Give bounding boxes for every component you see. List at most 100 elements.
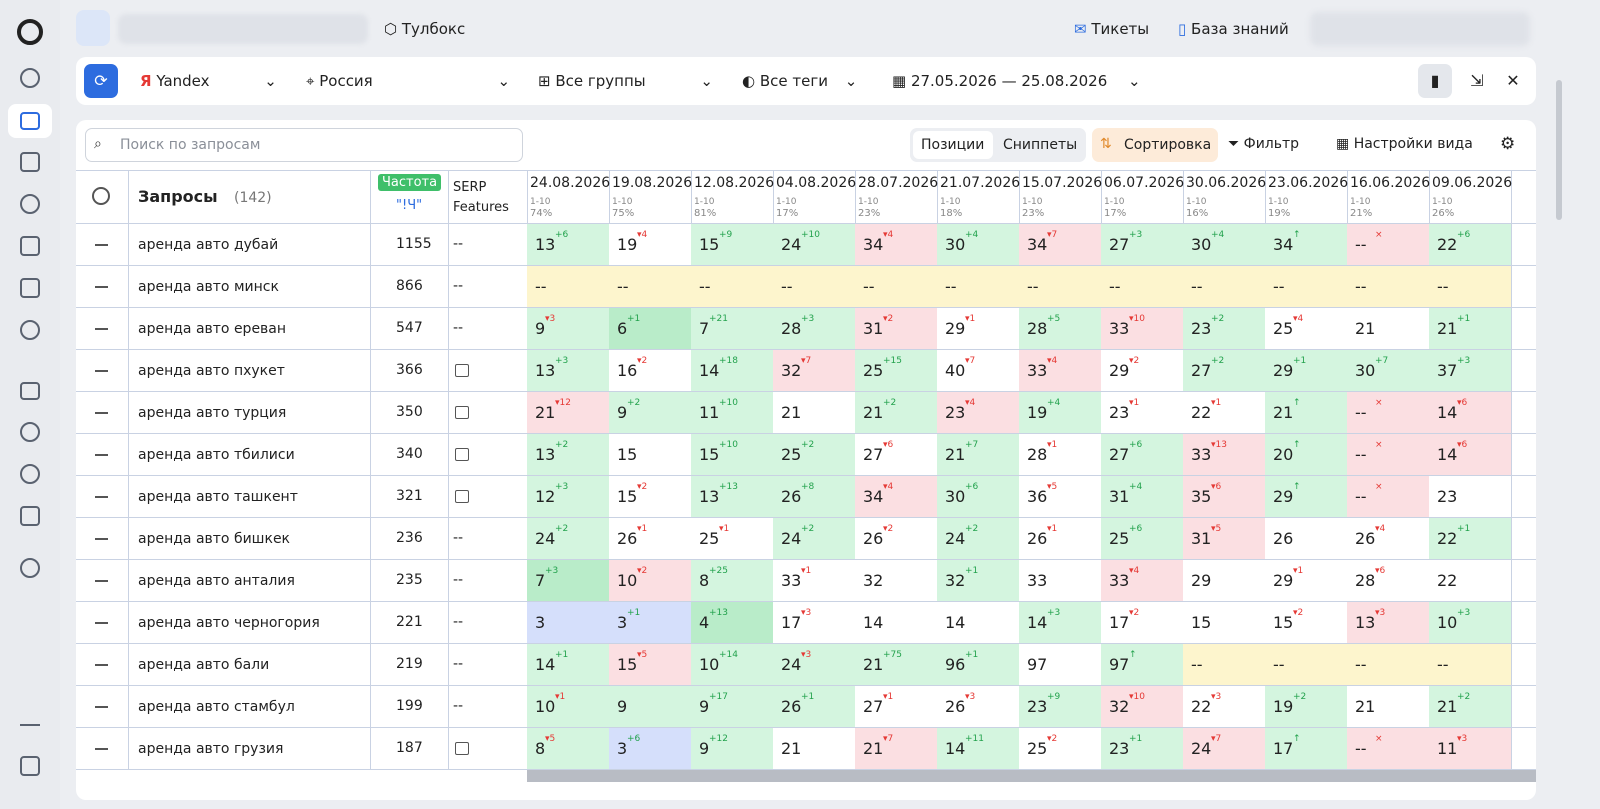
position-cell[interactable]: 25 ▾2 [1019, 728, 1101, 769]
position-cell[interactable]: 14 +11 [937, 728, 1019, 769]
position-cell[interactable]: 15 ▾5 [609, 644, 691, 685]
position-cell[interactable]: 29 [1183, 560, 1265, 601]
position-cell[interactable]: 23 +1 [1101, 728, 1183, 769]
position-cell[interactable]: 40 ▾7 [937, 350, 1019, 391]
nav-icon[interactable] [20, 506, 40, 526]
query[interactable]: аренда авто стамбул [138, 699, 295, 715]
position-cell[interactable]: -- [1429, 266, 1511, 307]
position-cell[interactable]: 10 +3 [1429, 602, 1511, 643]
position-cell[interactable]: 31 ▾5 [1183, 518, 1265, 559]
position-cell[interactable]: -- [527, 266, 609, 307]
knowledge-link[interactable]: ▯ База знаний [1178, 20, 1289, 38]
position-cell[interactable]: 20 ↑ [1265, 434, 1347, 475]
position-cell[interactable]: 27 ▾6 [855, 434, 937, 475]
position-cell[interactable]: 26 ▾4 [1347, 518, 1429, 559]
position-cell[interactable]: 33 ▾1 [773, 560, 855, 601]
position-cell[interactable]: -- × [1347, 392, 1429, 433]
position-cell[interactable]: 14 [855, 602, 937, 643]
position-cell[interactable]: 30 +7 [1347, 350, 1429, 391]
position-cell[interactable]: 21 +75 [855, 644, 937, 685]
query[interactable]: аренда авто анталия [138, 573, 295, 589]
position-cell[interactable]: 10 ▾1 [527, 686, 609, 727]
position-cell[interactable]: 23 +2 [1183, 308, 1265, 349]
date-header[interactable]: 23.06.2026 [1268, 175, 1349, 191]
position-cell[interactable]: 14 +3 [1019, 602, 1101, 643]
row-toggle[interactable] [95, 454, 108, 456]
row-toggle[interactable] [95, 622, 108, 624]
nav-icon[interactable] [20, 558, 40, 578]
position-cell[interactable]: 26 ▾3 [937, 686, 1019, 727]
position-cell[interactable]: 33 ▾4 [1101, 560, 1183, 601]
nav-expand[interactable] [20, 724, 40, 726]
position-cell[interactable]: 22 [1429, 560, 1511, 601]
position-cell[interactable]: 21 ▾12 [527, 392, 609, 433]
position-cell[interactable]: 24 ▾3 [773, 644, 855, 685]
nav-icon[interactable] [20, 194, 40, 214]
export-button[interactable]: ⇲ [1470, 71, 1484, 90]
position-cell[interactable]: 21 +2 [855, 392, 937, 433]
query[interactable]: аренда авто черногория [138, 615, 320, 631]
position-cell[interactable]: 30 +4 [1183, 224, 1265, 265]
chart-view-button[interactable]: ▮ [1418, 64, 1452, 98]
position-cell[interactable]: 16 ▾2 [609, 350, 691, 391]
position-cell[interactable]: -- [1347, 266, 1429, 307]
position-cell[interactable]: 28 +5 [1019, 308, 1101, 349]
position-cell[interactable]: -- [1347, 644, 1429, 685]
nav-icon[interactable] [20, 756, 40, 776]
position-cell[interactable]: 14 [937, 602, 1019, 643]
position-cell[interactable]: 34 ▾7 [1019, 224, 1101, 265]
tools-button[interactable]: ✕ [1506, 71, 1520, 90]
position-cell[interactable]: 34 ▾4 [855, 476, 937, 517]
position-cell[interactable]: 29 ▾1 [1265, 560, 1347, 601]
query[interactable]: аренда авто бишкек [138, 531, 291, 547]
position-cell[interactable]: 17 ↑ [1265, 728, 1347, 769]
nav-icon[interactable] [20, 382, 40, 400]
position-cell[interactable]: 23 ▾1 [1101, 392, 1183, 433]
position-cell[interactable]: 23 ▾4 [937, 392, 1019, 433]
position-cell[interactable]: 27 ▾1 [855, 686, 937, 727]
query[interactable]: аренда авто минск [138, 279, 279, 295]
refresh-button[interactable]: ⟳ [84, 64, 118, 98]
position-cell[interactable]: 15 +9 [691, 224, 773, 265]
query[interactable]: аренда авто ташкент [138, 489, 298, 505]
position-cell[interactable]: 13 +6 [527, 224, 609, 265]
position-cell[interactable]: 29 ↑ [1265, 476, 1347, 517]
columns-button[interactable]: ⚙ [1500, 134, 1516, 154]
nav-icon[interactable] [20, 152, 40, 172]
position-cell[interactable]: 11 ▾3 [1429, 728, 1511, 769]
position-cell[interactable]: 28 ▾1 [1019, 434, 1101, 475]
date-header[interactable]: 06.07.2026 [1104, 175, 1185, 191]
position-cell[interactable]: 7 +3 [527, 560, 609, 601]
query[interactable]: аренда авто пхукет [138, 363, 285, 379]
date-header[interactable]: 15.07.2026 [1022, 175, 1103, 191]
position-cell[interactable]: 25 ▾1 [691, 518, 773, 559]
position-cell[interactable]: 30 +6 [937, 476, 1019, 517]
position-cell[interactable]: -- [1265, 644, 1347, 685]
position-cell[interactable]: 15 [1183, 602, 1265, 643]
position-cell[interactable]: 32 ▾10 [1101, 686, 1183, 727]
position-cell[interactable]: 33 [1019, 560, 1101, 601]
query[interactable]: аренда авто бали [138, 657, 270, 673]
position-cell[interactable]: 29 ▾1 [937, 308, 1019, 349]
snippets-tab[interactable]: Сниппеты [1003, 137, 1078, 153]
position-cell[interactable]: -- [855, 266, 937, 307]
position-cell[interactable]: 9 ▾3 [527, 308, 609, 349]
nav-icon[interactable] [20, 236, 40, 256]
nav-icon[interactable] [20, 464, 40, 484]
position-cell[interactable]: 26 [1265, 518, 1347, 559]
position-cell[interactable]: 26 +8 [773, 476, 855, 517]
row-toggle[interactable] [95, 748, 108, 750]
row-toggle[interactable] [95, 496, 108, 498]
nav-icon[interactable] [20, 68, 40, 88]
nav-icon[interactable] [20, 422, 40, 442]
position-cell[interactable]: 19 +2 [1265, 686, 1347, 727]
position-cell[interactable]: 34 ▾4 [855, 224, 937, 265]
position-cell[interactable]: -- [1183, 644, 1265, 685]
position-cell[interactable]: 9 +17 [691, 686, 773, 727]
position-cell[interactable]: 26 ▾2 [855, 518, 937, 559]
date-header[interactable]: 04.08.2026 [776, 175, 857, 191]
toolbox-link[interactable]: ⬡ Тулбокс [384, 20, 466, 38]
position-cell[interactable]: 11 +10 [691, 392, 773, 433]
position-cell[interactable]: 9 +2 [609, 392, 691, 433]
position-cell[interactable]: 22 +6 [1429, 224, 1511, 265]
